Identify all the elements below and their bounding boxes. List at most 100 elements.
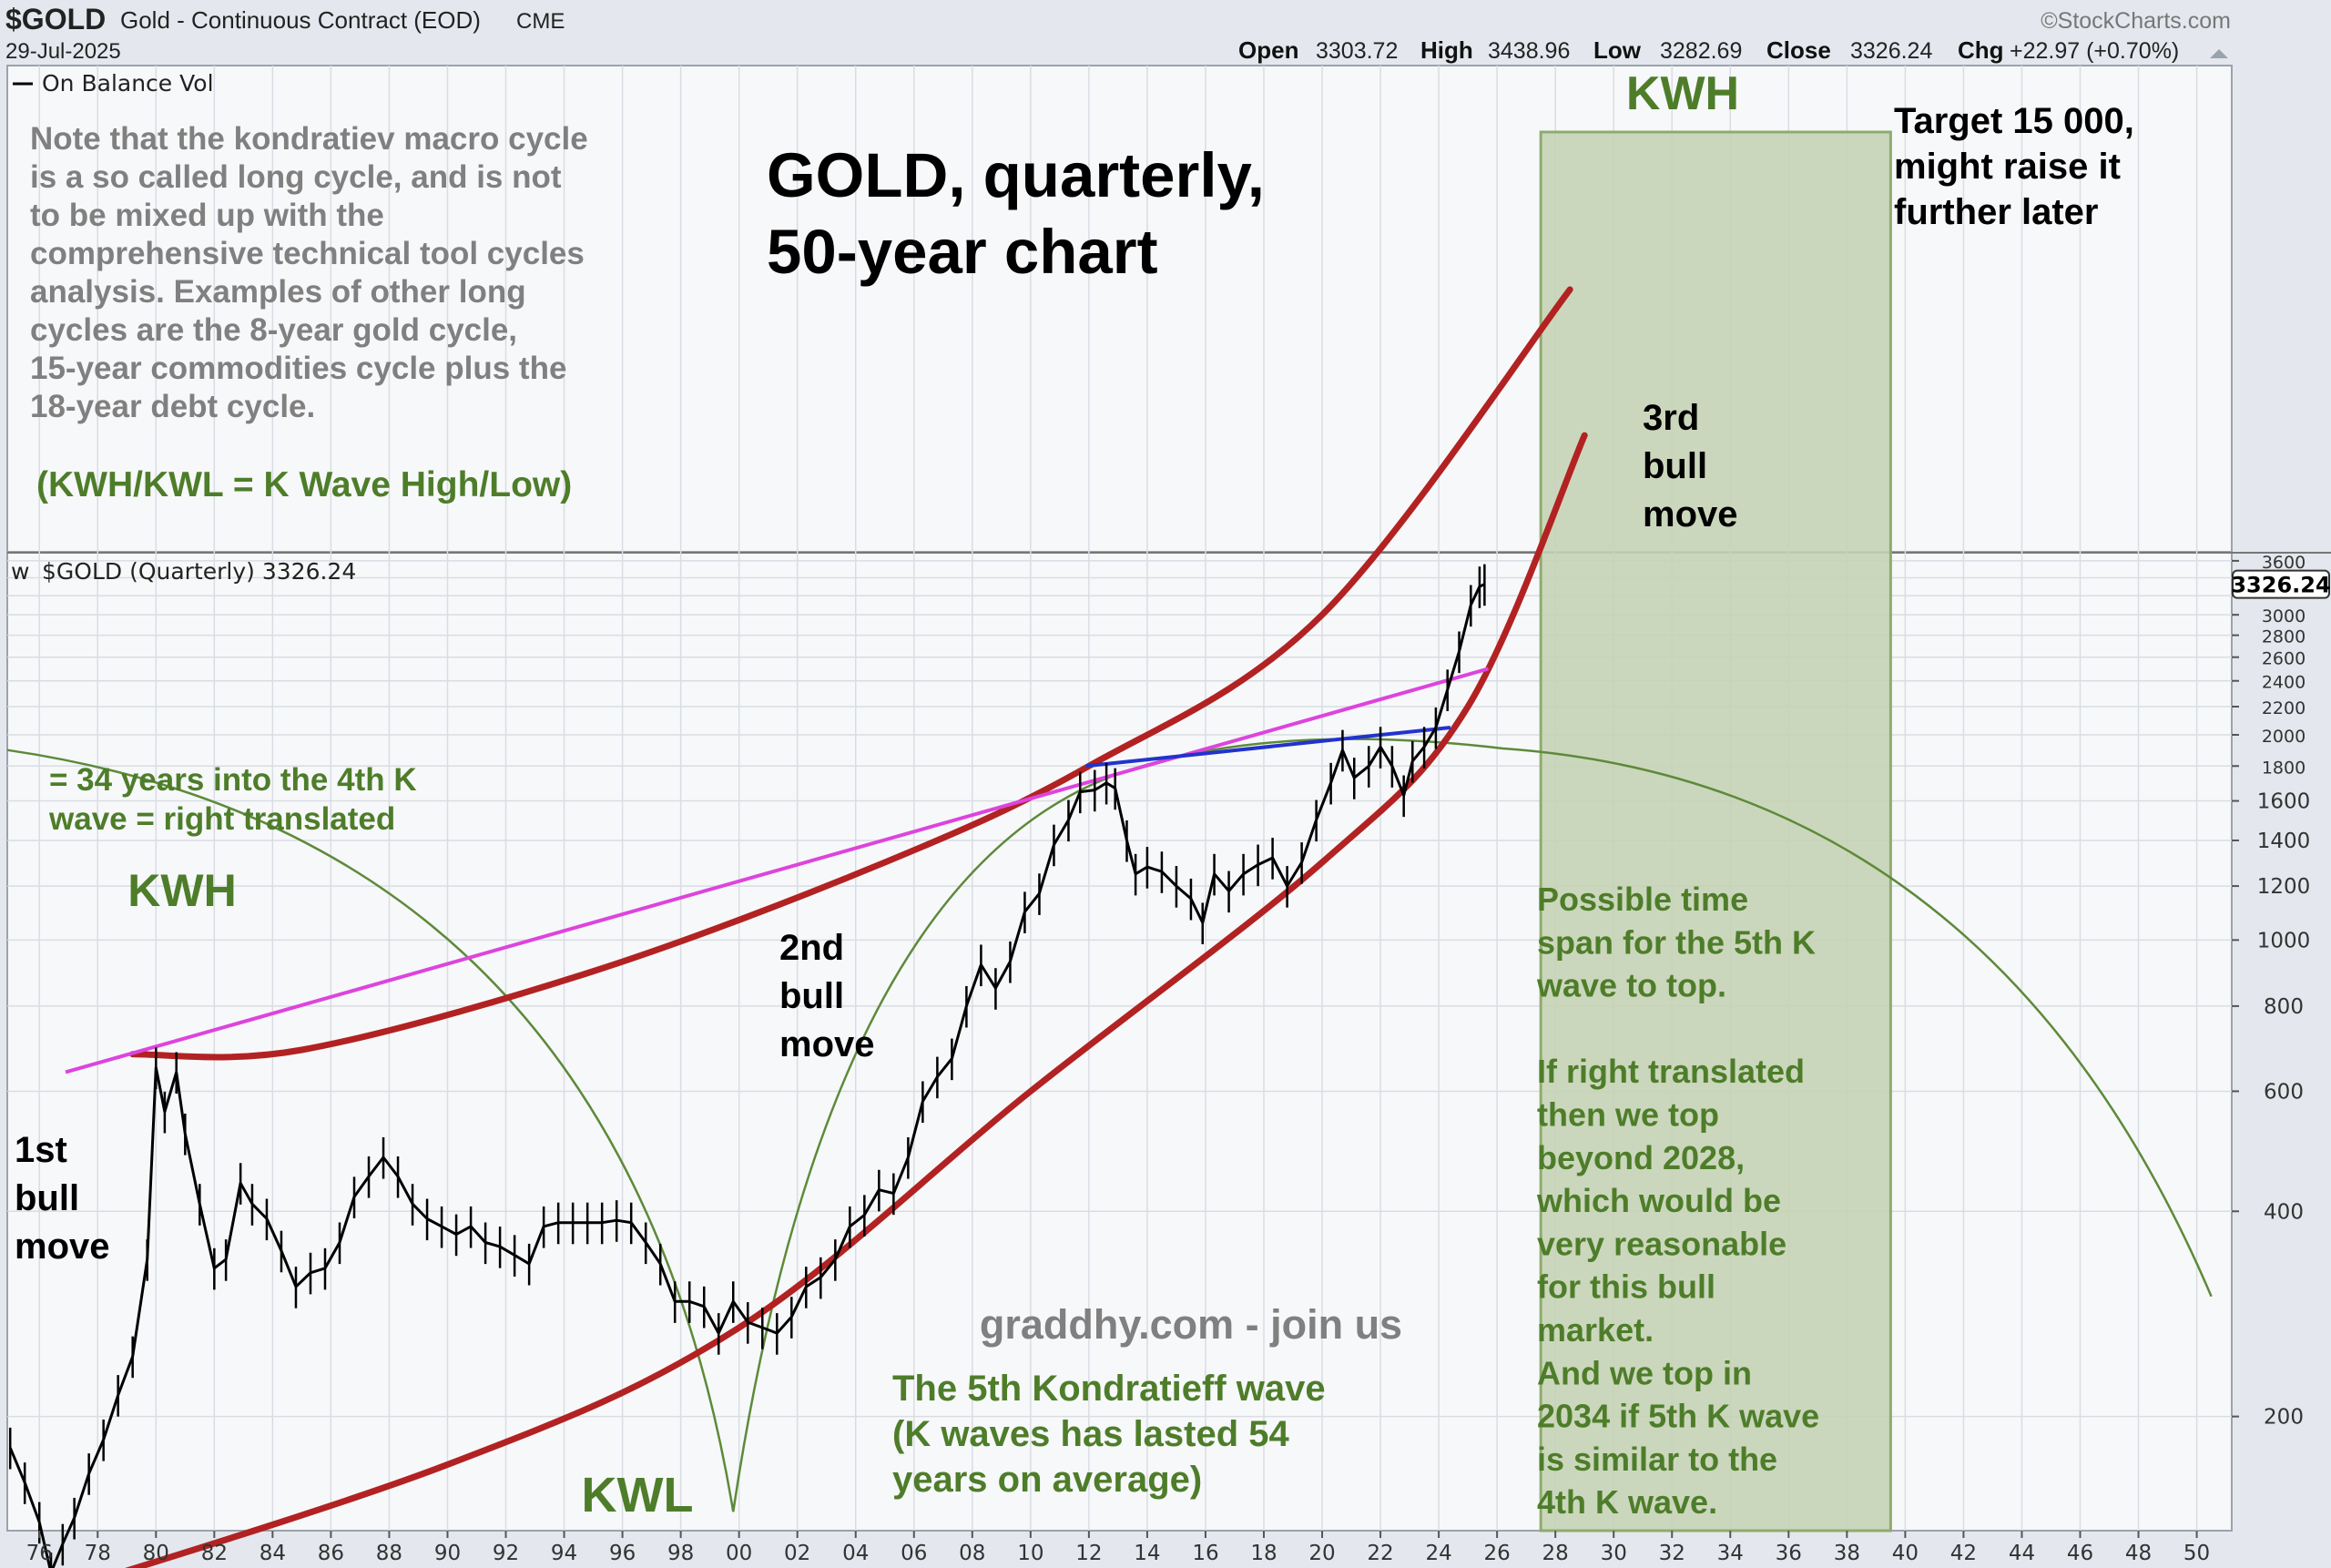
- kondratieff-cycle-arc: [6, 738, 2213, 1512]
- title-line: 50-year chart: [767, 217, 1158, 287]
- y-tick-label-3000: 3000: [2262, 606, 2306, 626]
- x-tick-label-34: 34: [1717, 1542, 1744, 1565]
- ohlc-label-chg: Chg: [1958, 36, 2004, 64]
- target-note: Target 15 000, might raise it further late…: [1894, 101, 2134, 232]
- blue-trendline: [1085, 725, 1451, 769]
- timespan-line: is similar to the: [1537, 1441, 1777, 1478]
- header-symbol: $GOLD: [5, 3, 106, 36]
- x-tick-label-44: 44: [2009, 1542, 2035, 1565]
- note-line: Note that the kondratiev macro cycle: [30, 121, 588, 157]
- ohlc-label-low: Low: [1593, 36, 1642, 64]
- header-exchange: CME: [516, 9, 565, 34]
- ohlc-label-open: Open: [1238, 36, 1298, 64]
- header-date: 29-Jul-2025: [5, 39, 121, 64]
- x-tick-label-38: 38: [1834, 1542, 1860, 1565]
- kwh-left-label: KWH: [127, 865, 236, 916]
- x-tick-label-06: 06: [901, 1542, 927, 1565]
- y-tick-label-200: 200: [2264, 1406, 2304, 1430]
- note-line: 18-year debt cycle.: [30, 389, 315, 424]
- header-name: Gold - Continuous Contract (EOD): [120, 6, 481, 34]
- bull2-line: 2nd: [779, 928, 844, 968]
- x-tick-label-20: 20: [1308, 1542, 1335, 1565]
- x-tick-label-42: 42: [1950, 1542, 1977, 1565]
- note-line: analysis. Examples of other long: [30, 274, 526, 310]
- x-tick-label-92: 92: [493, 1542, 519, 1565]
- x-tick-label-28: 28: [1542, 1542, 1569, 1565]
- ohlc-value-low: 3282.69: [1660, 38, 1742, 64]
- graddhy-link[interactable]: graddhy.com - join us: [980, 1301, 1402, 1348]
- ohlc-value-open: 3303.72: [1316, 38, 1398, 64]
- ohlc-value-close: 3326.24: [1850, 38, 1932, 64]
- x-tick-label-88: 88: [376, 1542, 402, 1565]
- x-tick-label-16: 16: [1192, 1542, 1218, 1565]
- note-line: 15-year commodities cycle plus the: [30, 351, 566, 386]
- title-line: GOLD, quarterly,: [767, 140, 1265, 210]
- kw-top-timespan-zone: [1539, 130, 1892, 1532]
- obv-legend: On Balance Vol: [42, 70, 214, 97]
- x-tick-label-96: 96: [609, 1542, 636, 1565]
- x-tick-label-00: 00: [726, 1542, 752, 1565]
- x-tick-label-12: 12: [1075, 1542, 1102, 1565]
- y-tick-label-2200: 2200: [2262, 698, 2306, 718]
- x-tick-label-32: 32: [1659, 1542, 1685, 1565]
- price-line: [8, 583, 1486, 1568]
- kwl-label: KWL: [582, 1468, 694, 1522]
- x-tick-label-84: 84: [260, 1542, 286, 1565]
- y-tick-label-1600: 1600: [2257, 790, 2311, 814]
- y-tick-label-3600: 3600: [2262, 553, 2306, 573]
- target-line: might raise it: [1894, 147, 2121, 187]
- y-tick-label-400: 400: [2264, 1200, 2304, 1224]
- timespan-line: market.: [1537, 1311, 1654, 1349]
- x-tick-label-04: 04: [842, 1542, 869, 1565]
- x-tick-label-18: 18: [1250, 1542, 1277, 1565]
- ohlc-label-high: High: [1420, 36, 1473, 64]
- kwh-kwl-legend: (KWH/KWL = K Wave High/Low): [36, 465, 572, 504]
- note-line: cycles are the 8-year gold cycle,: [30, 312, 517, 348]
- up-arrow-icon: [2210, 49, 2228, 58]
- x-tick-label-46: 46: [2067, 1542, 2093, 1565]
- target-line: further later: [1894, 192, 2099, 232]
- timespan-line: wave to top.: [1536, 967, 1726, 1004]
- bull1-line: move: [15, 1227, 110, 1267]
- timespan-line: 2034 if 5th K wave: [1537, 1398, 1819, 1435]
- x-tick-label-40: 40: [1892, 1542, 1919, 1565]
- x-tick-label-36: 36: [1776, 1542, 1802, 1565]
- axis-layer: 76 78 80 82 84 86 88 90 92 94 96 98 00 02 04 06 08 10 12 14…: [26, 553, 2331, 1565]
- timespan-line: span for the 5th K: [1537, 923, 1816, 961]
- red-trend-curve-upper: [129, 286, 1573, 1061]
- x-tick-label-82: 82: [201, 1542, 228, 1565]
- y-tick-label-600: 600: [2264, 1080, 2304, 1104]
- price-legend-icon: w: [11, 558, 29, 585]
- bull1-line: 1st: [15, 1130, 67, 1170]
- x-tick-label-76: 76: [26, 1542, 53, 1565]
- fifth-wave-line: The 5th Kondratieff wave: [892, 1369, 1326, 1409]
- x-tick-label-08: 08: [959, 1542, 985, 1565]
- fifth-wave-line: years on average): [892, 1460, 1202, 1500]
- x-tick-label-26: 26: [1483, 1542, 1510, 1565]
- target-line: Target 15 000,: [1894, 101, 2134, 141]
- x-tick-label-86: 86: [318, 1542, 344, 1565]
- y-tick-label-1400: 1400: [2257, 830, 2311, 853]
- timespan-line: 4th K wave.: [1537, 1483, 1717, 1521]
- timespan-line: And we top in: [1537, 1354, 1752, 1391]
- last-value-tag-box: [2232, 569, 2330, 599]
- timespan-line: Possible time: [1537, 881, 1748, 918]
- x-tick-label-24: 24: [1425, 1542, 1451, 1565]
- x-tick-label-10: 10: [1017, 1542, 1043, 1565]
- y-tick-label-2000: 2000: [2262, 727, 2306, 747]
- x-tick-label-98: 98: [667, 1542, 694, 1565]
- y-tick-label-1000: 1000: [2257, 929, 2311, 952]
- x-tick-label-22: 22: [1367, 1542, 1393, 1565]
- bull1-line: bull: [15, 1178, 79, 1218]
- timespan-line: which would be: [1536, 1182, 1781, 1219]
- x-tick-label-50: 50: [2183, 1542, 2210, 1565]
- kwh-top-label: KWH: [1626, 67, 1739, 120]
- years-into-line: wave = right translated: [48, 801, 395, 837]
- chart-title: GOLD, quarterly,50-year chart: [767, 140, 1265, 287]
- bull2-label: 2nd bull move: [779, 928, 875, 1064]
- bull3-line: bull: [1643, 446, 1707, 486]
- x-tick-label-30: 30: [1601, 1542, 1627, 1565]
- x-tick-label-14: 14: [1134, 1542, 1160, 1565]
